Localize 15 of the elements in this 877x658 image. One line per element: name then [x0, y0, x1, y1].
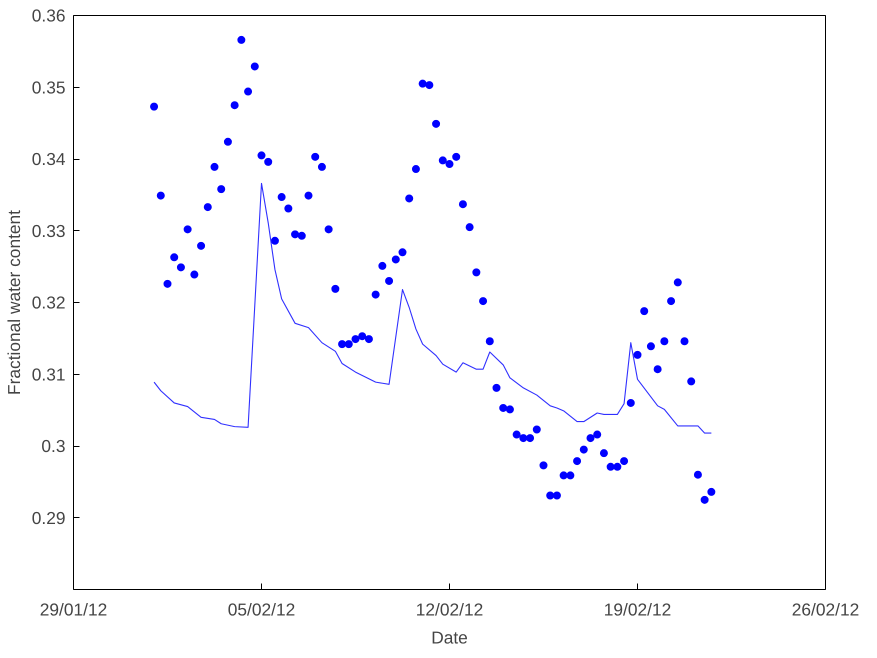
x-tick-label: 05/02/12	[228, 600, 296, 620]
y-tick-label: 0.36	[32, 6, 66, 26]
y-tick-label: 0.32	[32, 292, 66, 312]
x-tick-label: 26/02/12	[792, 600, 860, 620]
x-tick-label: 12/02/12	[416, 600, 484, 620]
y-tick-label: 0.34	[32, 149, 66, 169]
y-tick-label: 0.35	[32, 77, 66, 98]
x-tick-label: 29/01/12	[40, 600, 108, 620]
y-tick-label: 0.3	[41, 436, 66, 456]
y-tick-label: 0.33	[32, 220, 66, 241]
x-tick-label: 19/02/12	[604, 600, 672, 620]
y-axis-title: Fractional water content	[4, 210, 24, 395]
y-tick-label: 0.31	[32, 364, 66, 384]
x-axis-title: Date	[431, 628, 468, 648]
y-tick-label: 0.29	[32, 508, 66, 528]
